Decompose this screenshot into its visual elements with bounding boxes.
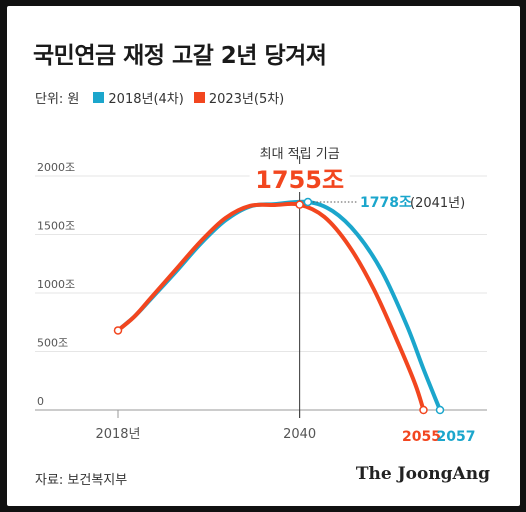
legend-label-2018: 2018년(4차) xyxy=(108,92,184,107)
chart-card: 국민연금 재정 고갈 2년 당겨져 단위: 원 2018년(4차) 2023년(… xyxy=(7,6,520,506)
y-tick-label: 500조 xyxy=(37,337,68,350)
chart-title: 국민연금 재정 고갈 2년 당겨져 xyxy=(33,43,327,69)
legend: 단위: 원 2018년(4차) 2023년(5차) xyxy=(35,88,294,107)
unit-label: 단위: 원 xyxy=(35,92,80,107)
source-label: 자료: 보건복지부 xyxy=(35,473,128,488)
peak-label: 최대 적립 기금 xyxy=(260,147,340,162)
line-chart: 2000조 1500조 1000조 500조 0 2018년 2040 최대 적립 기금 175… xyxy=(35,147,487,445)
x-tick-label: 2040 xyxy=(283,427,316,442)
peak-value-bg xyxy=(249,164,350,192)
legend-label-2023: 2023년(5차) xyxy=(208,92,285,107)
y-tick-label: 0 xyxy=(37,395,44,408)
y-tick-label: 2000조 xyxy=(37,161,75,174)
legend-swatch-2023 xyxy=(193,92,205,103)
peak-2018-value: 1778조 xyxy=(360,195,412,211)
end-point-2023 xyxy=(419,405,428,415)
end-year-2023: 2055 xyxy=(402,429,441,445)
x-tick-label: 2018년 xyxy=(95,427,140,442)
end-point-2018 xyxy=(435,405,445,415)
series-2023-line xyxy=(116,201,426,412)
series-2018-line xyxy=(116,199,442,412)
y-tick-label: 1500조 xyxy=(37,220,75,233)
peak-point-2023 xyxy=(295,200,304,209)
peak-2018-year: (2041년) xyxy=(410,196,465,211)
brand-logo: The JoongAng xyxy=(355,464,490,484)
y-tick-label: 1000조 xyxy=(37,278,75,291)
legend-swatch-2018 xyxy=(93,92,105,103)
legend-item-2018: 2018년(4차) xyxy=(93,88,184,107)
peak-value: 1755조 xyxy=(255,166,344,194)
end-year-2018: 2057 xyxy=(437,429,476,445)
start-point xyxy=(113,326,123,335)
peak-point-2018 xyxy=(303,197,313,207)
legend-item-2023: 2023년(5차) xyxy=(193,88,285,107)
